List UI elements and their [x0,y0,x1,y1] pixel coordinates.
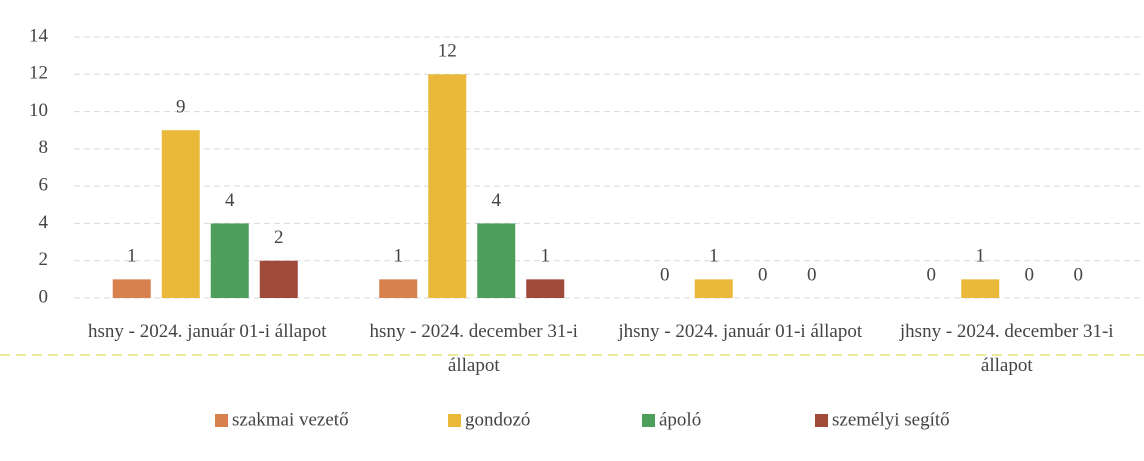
legend-label: ápoló [659,409,701,430]
legend-swatch [815,414,828,427]
legend-label: gondozó [465,409,530,430]
bar [210,223,249,298]
bar [379,279,418,298]
bar [428,74,467,299]
y-tick-label: 14 [29,25,49,46]
legend-swatch [448,414,461,427]
legend-swatch [215,414,228,427]
y-tick-label: 4 [39,212,49,233]
bar [526,279,565,298]
legend-label: személyi segítő [832,409,950,430]
legend-swatch [642,414,655,427]
data-label: 9 [176,97,186,118]
bar [161,130,200,298]
bar [477,223,516,298]
data-label: 1 [127,246,137,267]
y-tick-label: 2 [39,249,49,270]
data-label: 0 [1074,264,1084,285]
y-tick-label: 8 [39,137,49,158]
data-label: 12 [438,41,457,62]
bar [259,260,298,298]
y-tick-label: 0 [39,286,49,307]
bar [694,279,733,298]
bar [961,279,1000,298]
y-tick-label: 10 [29,100,48,121]
data-label: 4 [492,190,502,211]
y-tick-label: 6 [39,175,49,196]
data-label: 1 [709,246,719,267]
data-label: 2 [274,227,284,248]
x-tick-label: jhsny - 2024. december 31-i állapot [899,321,1114,376]
data-label: 0 [758,264,768,285]
data-label: 0 [660,264,670,285]
bar [112,279,151,298]
x-tick-label: jhsny - 2024. január 01-i állapot [618,321,863,342]
data-label: 1 [394,246,404,267]
data-label: 1 [541,246,551,267]
data-label: 4 [225,190,235,211]
data-label: 0 [807,264,817,285]
x-tick-label: hsny - 2024. december 31-i állapot [369,321,578,376]
data-label: 0 [1025,264,1035,285]
data-label: 0 [927,264,937,285]
data-label: 1 [976,246,986,267]
legend-label: szakmai vezető [232,409,349,430]
y-tick-label: 12 [29,63,48,84]
x-tick-label: hsny - 2024. január 01-i állapot [87,321,327,342]
